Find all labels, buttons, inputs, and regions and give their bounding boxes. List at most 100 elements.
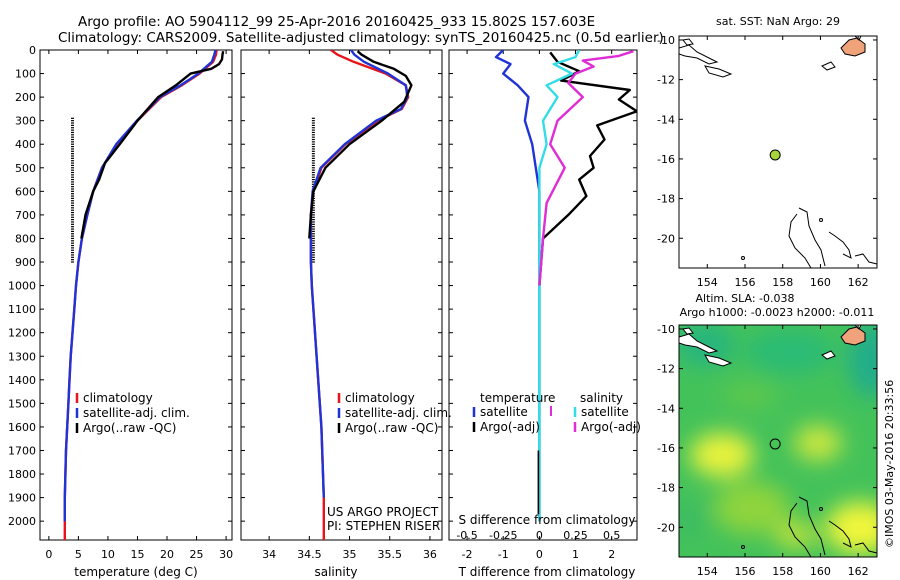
series-line-3	[538, 50, 634, 286]
depth-tick-label: 300	[15, 115, 36, 128]
depth-tick-label: 100	[15, 68, 36, 81]
x-tick-label: 0	[536, 548, 543, 561]
map-x-tick-label: 160	[810, 565, 831, 578]
reef-outline	[828, 520, 852, 548]
x-tick-label: 36	[423, 548, 437, 561]
top-x-tick-label: -0.25	[489, 529, 517, 542]
credit-line-1: US ARGO PROJECT	[327, 505, 439, 519]
salinity-x-ticks: 34 34.5 35 35.5 36	[262, 50, 437, 561]
depth-axis: 0 100 200 300 400 500 600 700 800 900 1000 1100 1200…	[8, 44, 637, 528]
map-y-tick-label: -10	[657, 34, 675, 47]
top-x-tick-label: 0.25	[563, 529, 588, 542]
legend-label: satellite	[581, 405, 629, 419]
reef-outline	[788, 502, 812, 557]
map-x-tick-label: 162	[848, 565, 869, 578]
difference-x-label: T difference from climatology	[458, 565, 636, 579]
reef-outline	[854, 542, 877, 554]
temperature-panel-frame	[39, 49, 233, 541]
map-y-tick-label: -16	[657, 153, 675, 166]
x-tick-label: 20	[160, 548, 174, 561]
depth-tick-label: 1300	[8, 350, 36, 363]
depth-tick-label: 1100	[8, 303, 36, 316]
map-x-tick-label: 154	[697, 276, 718, 289]
map-y-tick-label: -12	[657, 363, 675, 376]
coastline	[704, 65, 733, 78]
map-x-tick-label: 156	[735, 565, 756, 578]
difference-legend: temperature salinitysatelliteArgo(-adj)sa…	[472, 391, 641, 434]
x-tick-label: -1	[498, 548, 509, 561]
top-x-tick-label: -0.5	[456, 529, 477, 542]
sla-map-frame	[678, 324, 878, 558]
reef-outline	[788, 213, 812, 268]
x-tick-label: 34.5	[297, 548, 322, 561]
x-tick-label: 35.5	[377, 548, 402, 561]
depth-tick-label: 500	[15, 162, 36, 175]
series-line-0	[63, 50, 218, 540]
reef-dot	[741, 545, 745, 549]
x-tick-label: 35	[343, 548, 357, 561]
argo-float-marker	[769, 149, 781, 161]
depth-tick-label: 400	[15, 138, 36, 151]
temperature-x-label: temperature (deg C)	[74, 565, 197, 579]
map-y-tick-label: -18	[657, 193, 675, 206]
top-x-tick-label: 0.5	[603, 529, 621, 542]
depth-tick-label: 900	[15, 256, 36, 269]
depth-tick-label: 1900	[8, 492, 36, 505]
reef-outline	[854, 253, 877, 265]
series-line-1	[538, 51, 637, 286]
legend-heading-salinity: salinity	[580, 391, 623, 405]
legend-label: climatology	[345, 391, 415, 405]
x-tick-label: 1	[572, 548, 579, 561]
top-x-tick-label: 0	[536, 529, 543, 542]
island-new-caledonia-north	[840, 37, 866, 57]
map-y-tick-label: -18	[657, 482, 675, 495]
difference-panel: -2 -1 0 1 2 -0.5 -0.25 0 0.25 0.5 T difference fr…	[456, 50, 641, 579]
coastline	[679, 44, 719, 65]
depth-tick-label: 1000	[8, 280, 36, 293]
coastline	[682, 327, 694, 335]
coastline	[821, 350, 836, 360]
sla-map-ticks: 154 156 158 160 162 -10 -12 -14 -16 -18 -20	[657, 323, 877, 578]
map-x-tick-label: 154	[697, 565, 718, 578]
depth-tick-label: 1200	[8, 327, 36, 340]
map-x-tick-label: 160	[810, 276, 831, 289]
reef-outline	[798, 496, 826, 556]
legend-label: Argo(-adj)	[480, 420, 540, 434]
sla-map-title-2: Argo h1000: -0.0023 h2000: -0.011	[680, 306, 875, 319]
x-tick-label: 2	[608, 548, 615, 561]
depth-tick-label: 700	[15, 209, 36, 222]
x-tick-label: -2	[462, 548, 473, 561]
reef-outline	[798, 207, 826, 267]
legend-label: satellite-adj. clim.	[345, 406, 452, 420]
temperature-panel: 0 5 10 15 20 25 30 temperature (deg C) climato…	[45, 50, 233, 579]
header-line-2: Climatology: CARS2009. Satellite-adjuste…	[58, 30, 664, 46]
salinity-x-label: salinity	[314, 565, 357, 579]
depth-tick-label: 1800	[8, 468, 36, 481]
series-line-0	[494, 50, 541, 522]
salinity-series	[308, 50, 413, 540]
sst-map: sat. SST: NaN Argo: 29 154 156 158 160 162 -1…	[657, 15, 878, 289]
reef-dot	[819, 507, 823, 511]
map-x-tick-label: 158	[772, 276, 793, 289]
series-line-2	[80, 50, 225, 239]
map-y-tick-label: -20	[657, 232, 675, 245]
difference-series	[494, 50, 637, 522]
x-tick-label: 10	[101, 548, 115, 561]
temperature-x-ticks: 0 5 10 15 20 25 30	[45, 50, 233, 561]
coastline	[679, 333, 719, 354]
salinity-panel: 34 34.5 35 35.5 36 salinity climatologysatel…	[262, 50, 452, 579]
temperature-series	[63, 50, 225, 540]
island-new-caledonia-north	[840, 326, 866, 346]
reef-outline	[828, 231, 852, 259]
credit-line-2: PI: STEPHEN RISER	[327, 519, 440, 533]
sla-map-coastlines	[679, 325, 877, 557]
map-y-tick-label: -10	[657, 323, 675, 336]
legend-heading-temperature: temperature	[480, 391, 555, 405]
map-y-tick-label: -12	[657, 74, 675, 87]
depth-tick-label: 1400	[8, 374, 36, 387]
x-tick-label: 15	[130, 548, 144, 561]
x-tick-label: 34	[262, 548, 276, 561]
series-line-1	[63, 50, 217, 522]
